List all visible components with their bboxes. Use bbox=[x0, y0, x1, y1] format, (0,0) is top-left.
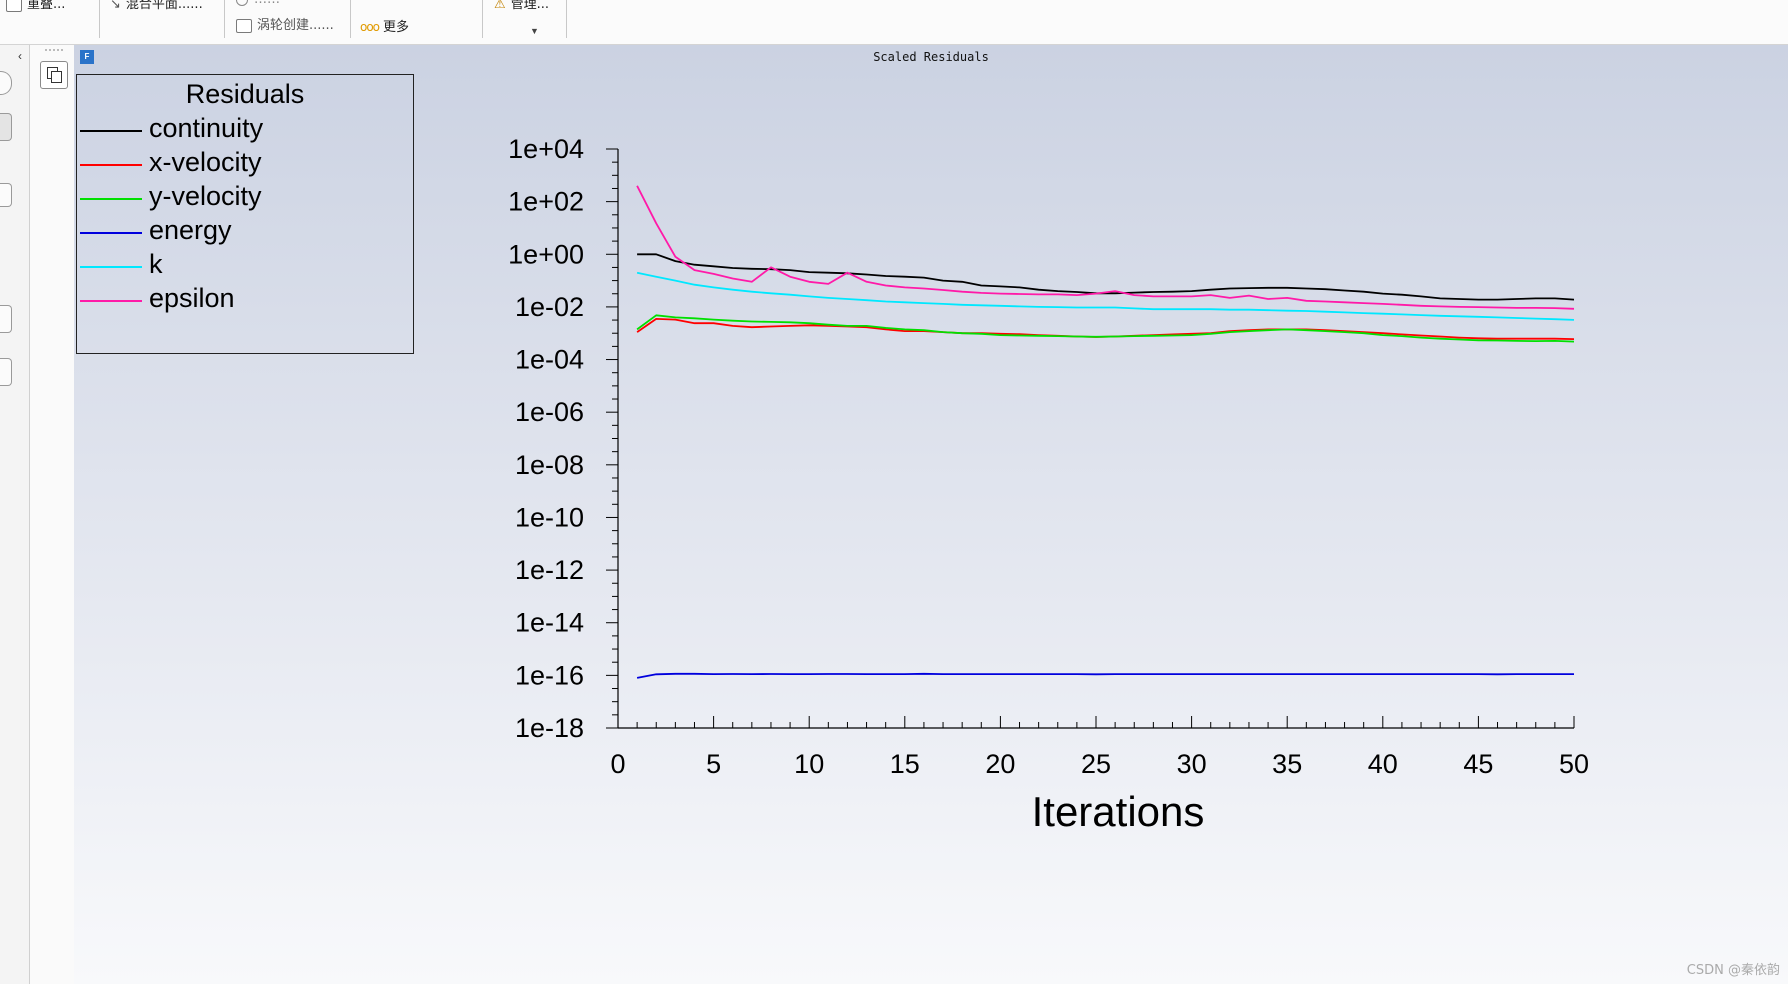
fluent-logo-icon: F bbox=[80, 50, 94, 64]
y-tick-label: 1e-10 bbox=[515, 502, 584, 532]
graphics-toolbar bbox=[30, 45, 74, 984]
legend-label: epsilon bbox=[149, 283, 235, 313]
legend-item-epsilon: epsilon bbox=[77, 281, 413, 319]
turbo-topology-label: …… bbox=[254, 0, 280, 7]
legend-swatch bbox=[80, 266, 142, 268]
x-tick-label: 5 bbox=[706, 749, 721, 779]
more-button[interactable]: ooo 更多 bbox=[360, 16, 470, 36]
plot-window: F Scaled Residuals 0 5 10 15 20 25 30 35 40 45 50 1… bbox=[74, 45, 1788, 984]
series-line-energy bbox=[636, 672, 1574, 679]
series-line-y-velocity bbox=[636, 314, 1575, 343]
grip-handle[interactable] bbox=[45, 49, 63, 55]
turbo-create-label: 涡轮创建...... bbox=[257, 18, 334, 33]
y-tick-label: 1e-04 bbox=[515, 345, 584, 375]
ribbon-separator bbox=[350, 0, 351, 38]
sidebar-tab[interactable] bbox=[0, 305, 12, 333]
x-tick-label: 40 bbox=[1368, 749, 1398, 779]
legend-label: energy bbox=[149, 215, 232, 245]
y-tick-label: 1e+00 bbox=[508, 239, 584, 269]
copy-icon[interactable] bbox=[40, 61, 68, 89]
mixing-plane-button[interactable]: ↘ 混合平面...... bbox=[110, 0, 220, 13]
ribbon-separator bbox=[566, 0, 567, 38]
legend-label: y-velocity bbox=[149, 181, 262, 211]
legend-label: x-velocity bbox=[149, 147, 262, 177]
sidebar-tab[interactable] bbox=[0, 113, 12, 141]
x-tick-label: 0 bbox=[610, 749, 625, 779]
x-tick-label: 15 bbox=[890, 749, 920, 779]
ribbon-separator bbox=[99, 0, 100, 38]
x-tick-label: 10 bbox=[794, 749, 824, 779]
series-line-epsilon bbox=[636, 185, 1575, 310]
legend: Residuals continuity x-velocity y-velocity… bbox=[76, 74, 414, 354]
y-tick-label: 1e-16 bbox=[515, 660, 584, 690]
ribbon-separator bbox=[224, 0, 225, 38]
turbo-topology-button[interactable]: …… bbox=[236, 0, 346, 8]
more-label: 更多 bbox=[383, 20, 410, 35]
chevron-down-icon[interactable]: ▼ bbox=[530, 26, 539, 36]
y-tick-label: 1e-18 bbox=[515, 713, 584, 743]
x-axis-label: Iterations bbox=[1032, 788, 1205, 835]
chevron-left-icon[interactable]: ‹ bbox=[18, 49, 22, 63]
legend-label: k bbox=[149, 249, 163, 279]
y-tick-label: 1e-08 bbox=[515, 450, 584, 480]
y-tick-label: 1e-14 bbox=[515, 608, 584, 638]
mixing-plane-label: 混合平面...... bbox=[125, 0, 203, 12]
legend-swatch bbox=[80, 300, 142, 302]
residuals-chart: 0 5 10 15 20 25 30 35 40 45 50 1e+04 1e+02 1e+00 1e-02… bbox=[508, 134, 1589, 835]
mixing-plane-icon: ↘ bbox=[110, 0, 121, 12]
y-tick-label: 1e+04 bbox=[508, 134, 584, 164]
manage-label: 管理... bbox=[510, 0, 550, 12]
x-tick-label: 50 bbox=[1559, 749, 1589, 779]
x-tick-label: 20 bbox=[985, 749, 1015, 779]
overset-button[interactable]: 重叠... bbox=[6, 0, 96, 13]
sidebar-spinner[interactable] bbox=[0, 183, 12, 207]
series-line-continuity bbox=[637, 253, 1575, 301]
turbo-create-icon bbox=[236, 18, 252, 33]
legend-item-continuity: continuity bbox=[77, 111, 413, 149]
x-tick-label: 25 bbox=[1081, 749, 1111, 779]
legend-item-energy: energy bbox=[77, 213, 413, 251]
legend-swatch bbox=[80, 232, 142, 234]
y-tick-label: 1e-06 bbox=[515, 397, 584, 427]
y-tick-label: 1e+02 bbox=[508, 187, 584, 217]
manage-button[interactable]: ⚠ 管理... bbox=[494, 0, 564, 13]
legend-label: continuity bbox=[149, 113, 264, 143]
y-tick-label: 1e-12 bbox=[515, 555, 584, 585]
left-sidebar: ‹ bbox=[0, 45, 30, 984]
turbo-topology-icon bbox=[236, 0, 248, 6]
legend-item-y-velocity: y-velocity bbox=[77, 179, 413, 217]
legend-item-x-velocity: x-velocity bbox=[77, 145, 413, 183]
sidebar-tab[interactable] bbox=[0, 71, 12, 95]
plot-title: Scaled Residuals bbox=[873, 50, 989, 64]
series-line-k bbox=[636, 271, 1575, 321]
manage-icon: ⚠ bbox=[494, 0, 506, 12]
x-tick-label: 30 bbox=[1177, 749, 1207, 779]
overset-label: 重叠... bbox=[27, 0, 66, 12]
legend-swatch bbox=[80, 198, 142, 200]
x-tick-label: 45 bbox=[1463, 749, 1493, 779]
y-tick-label: 1e-02 bbox=[515, 292, 584, 322]
overset-icon bbox=[6, 0, 22, 12]
turbo-create-button[interactable]: 涡轮创建...... bbox=[236, 14, 348, 34]
ribbon-separator bbox=[482, 0, 483, 38]
legend-swatch bbox=[80, 130, 142, 132]
more-icon: ooo bbox=[360, 20, 380, 34]
legend-swatch bbox=[80, 164, 142, 166]
watermark: CSDN @秦依韵 bbox=[1686, 963, 1780, 978]
legend-title: Residuals bbox=[185, 79, 305, 109]
sidebar-tab[interactable] bbox=[0, 358, 12, 386]
x-tick-label: 35 bbox=[1272, 749, 1302, 779]
legend-item-k: k bbox=[77, 247, 413, 285]
